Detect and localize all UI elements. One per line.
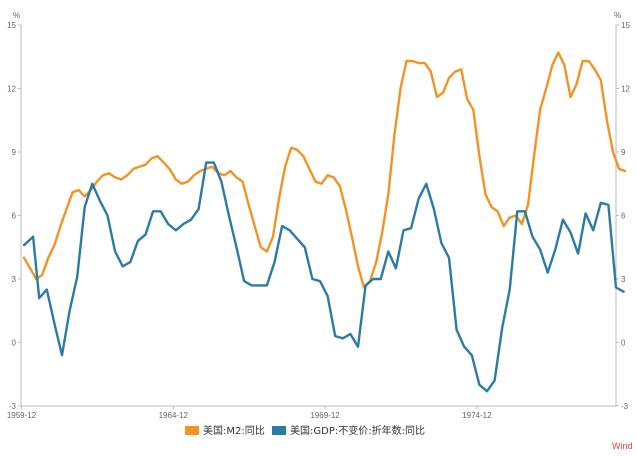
y-tick-label-right: -3 [621,402,629,411]
axes: -3 -3 0 0 3 3 6 6 9 9 12 12 15 15 1959-12 1964-12 1969-1… [7,21,631,420]
y-tick-label-left: 3 [12,275,17,284]
legend-label: 美国:GDP:不变价:折年数:同比 [290,424,425,437]
y-tick-label-right: 6 [621,212,626,221]
y-tick-label-right: 15 [621,21,630,30]
source-watermark: Wind [612,441,633,451]
y-tick-label-right: 3 [621,275,626,284]
y-tick-label-right: 9 [621,148,626,157]
x-tick-label: 1969-12 [310,411,340,420]
x-tick-label: 1964-12 [159,411,189,420]
x-tick-label: 1974-12 [462,411,492,420]
y-tick-label-left: 9 [12,148,17,157]
legend-label: 美国:M2:同比 [203,424,265,437]
x-tick-label: 1959-12 [7,411,37,420]
y-tick-label-left: -3 [9,402,17,411]
series-layer [22,51,627,393]
left-unit-label: % [13,11,20,20]
right-unit-label: % [614,11,621,20]
y-tick-label-right: 12 [621,85,630,94]
y-tick-label-left: 0 [12,339,17,348]
legend-swatch [272,426,286,435]
y-tick-label-left: 15 [7,21,16,30]
y-tick-label-right: 0 [621,339,626,348]
legend: 美国:M2:同比 美国:GDP:不变价:折年数:同比 [185,424,425,437]
y-tick-label-left: 6 [12,212,17,221]
legend-swatch [185,426,199,435]
series-line-gdp-yoy [22,161,625,393]
y-tick-label-left: 12 [7,85,16,94]
